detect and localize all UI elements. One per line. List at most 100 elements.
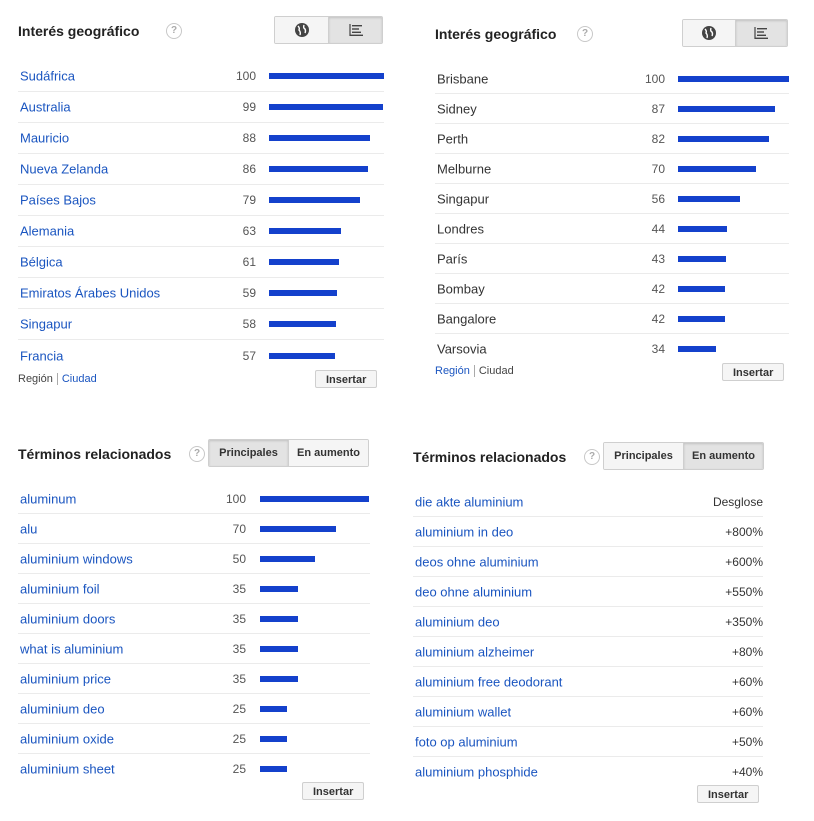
value-bar: [260, 555, 315, 562]
embed-button[interactable]: Insertar: [697, 785, 760, 803]
value-bar: [678, 255, 726, 262]
list-item: Francia 57: [18, 340, 384, 371]
tab-rising-terms[interactable]: En aumento: [288, 440, 368, 466]
related-terms-top-panel: Términos relacionados ? Principales En a…: [18, 439, 370, 804]
item-name[interactable]: deo ohne aluminium: [415, 584, 533, 599]
map-view-button[interactable]: [275, 17, 328, 43]
list-item: Australia 99: [18, 92, 384, 123]
list-item: aluminium deo +350%: [413, 607, 763, 637]
value-bar: [260, 766, 287, 772]
value-bar: [269, 104, 383, 110]
item-value: 35: [232, 611, 246, 626]
item-name[interactable]: Sudáfrica: [20, 68, 75, 84]
item-name: Perth: [437, 131, 469, 146]
value-bar: [678, 135, 769, 142]
map-view-button[interactable]: [683, 20, 735, 46]
list-item: Sidney 87: [435, 94, 789, 124]
item-change: +80%: [731, 644, 763, 659]
item-name[interactable]: aluminum: [20, 491, 77, 506]
list-item: Alemania 63: [18, 216, 384, 247]
item-name[interactable]: aluminium free deodorant: [415, 674, 563, 689]
value-bar: [269, 321, 336, 327]
embed-button[interactable]: Insertar: [302, 782, 365, 800]
item-name[interactable]: aluminium alzheimer: [415, 644, 535, 659]
item-value: 35: [232, 671, 246, 686]
item-name[interactable]: aluminium wallet: [415, 704, 512, 719]
list-item: Emiratos Árabes Unidos 59: [18, 278, 384, 309]
value-bar: [260, 615, 298, 622]
list-view-button[interactable]: [734, 20, 787, 46]
list-item: deos ohne aluminium +600%: [413, 547, 763, 577]
item-name[interactable]: Países Bajos: [20, 192, 96, 208]
list-icon: [348, 24, 363, 36]
item-name[interactable]: aluminium sheet: [20, 761, 115, 777]
value-bar: [260, 585, 298, 592]
item-name[interactable]: Francia: [20, 348, 64, 363]
item-name[interactable]: aluminium price: [20, 671, 112, 686]
list-item: Melburne 70: [435, 154, 789, 184]
globe-icon: [294, 22, 310, 38]
item-name[interactable]: alu: [20, 521, 38, 536]
value-bar: [678, 225, 727, 232]
item-name[interactable]: Bélgica: [20, 254, 63, 270]
tab-rising-terms[interactable]: En aumento: [683, 443, 763, 469]
panel-header: Términos relacionados ? Principales En a…: [413, 442, 765, 471]
tab-top-terms[interactable]: Principales: [209, 440, 288, 466]
item-name[interactable]: aluminium phosphide: [415, 764, 538, 780]
help-icon[interactable]: ?: [166, 23, 182, 39]
ranking-list: Brisbane 100 Sidney 87 Perth 82 Melburne 70 Sing…: [435, 64, 789, 364]
embed-button[interactable]: Insertar: [722, 363, 785, 381]
panel-title: Términos relacionados: [413, 448, 567, 465]
item-value: 25: [232, 731, 246, 746]
ranking-list: Sudáfrica 100 Australia 99 Mauricio 88 Nueva Z…: [18, 61, 384, 371]
help-icon[interactable]: ?: [577, 26, 593, 42]
list-item: deo ohne aluminium +550%: [413, 577, 763, 607]
item-change: +60%: [731, 674, 763, 689]
item-name: Bangalore: [437, 311, 497, 326]
panel-header: Interés geográfico ?: [18, 16, 384, 46]
list-item: Países Bajos 79: [18, 185, 384, 216]
item-name[interactable]: deos ohne aluminium: [415, 554, 539, 569]
list-item: aluminium phosphide +40%: [413, 757, 763, 787]
region-link[interactable]: Región: [435, 365, 475, 377]
value-bar: [260, 675, 298, 682]
city-link[interactable]: Ciudad: [61, 373, 97, 385]
item-name[interactable]: aluminium deo: [20, 701, 105, 716]
list-item: Bangalore 42: [435, 304, 789, 334]
list-item: Brisbane 100: [435, 64, 789, 94]
item-name[interactable]: Nueva Zelanda: [20, 161, 109, 177]
item-name[interactable]: aluminium in deo: [415, 524, 514, 539]
item-name[interactable]: aluminium doors: [20, 611, 116, 626]
item-name[interactable]: foto op aluminium: [415, 734, 518, 749]
list-view-button[interactable]: [328, 17, 382, 43]
help-icon[interactable]: ?: [189, 445, 205, 462]
item-name[interactable]: Mauricio: [20, 130, 70, 146]
value-bar: [269, 259, 339, 265]
item-name[interactable]: what is aluminium: [20, 641, 124, 656]
value-bar: [269, 166, 368, 172]
item-name[interactable]: Singapur: [20, 316, 73, 332]
item-value: 70: [232, 521, 246, 536]
ranking-list: aluminum 100 alu 70 aluminium windows 50 alumi…: [18, 484, 370, 784]
item-name[interactable]: Emiratos Árabes Unidos: [20, 285, 161, 301]
list-item: aluminium in deo +800%: [413, 517, 763, 547]
item-name[interactable]: die akte aluminium: [415, 494, 524, 509]
geo-interest-city-panel: Interés geográfico ? Brisbane 100 Sidney 87…: [435, 19, 789, 389]
item-name[interactable]: Australia: [20, 99, 71, 115]
help-icon[interactable]: ?: [584, 448, 600, 465]
item-name[interactable]: aluminium foil: [20, 581, 100, 596]
item-name[interactable]: aluminium windows: [20, 551, 133, 566]
list-item: Singapur 56: [435, 184, 789, 214]
value-bar: [269, 290, 337, 296]
embed-button[interactable]: Insertar: [315, 370, 378, 388]
item-name[interactable]: aluminium oxide: [20, 731, 114, 746]
item-value: 43: [651, 251, 665, 266]
item-name: Londres: [437, 221, 484, 236]
tab-top-terms[interactable]: Principales: [604, 443, 683, 469]
item-name: Singapur: [437, 191, 490, 206]
list-item: what is aluminium 35: [18, 634, 370, 664]
item-value: 100: [644, 71, 665, 86]
item-name[interactable]: Alemania: [20, 223, 75, 239]
item-value: 42: [651, 281, 665, 296]
item-name[interactable]: aluminium deo: [415, 614, 500, 629]
